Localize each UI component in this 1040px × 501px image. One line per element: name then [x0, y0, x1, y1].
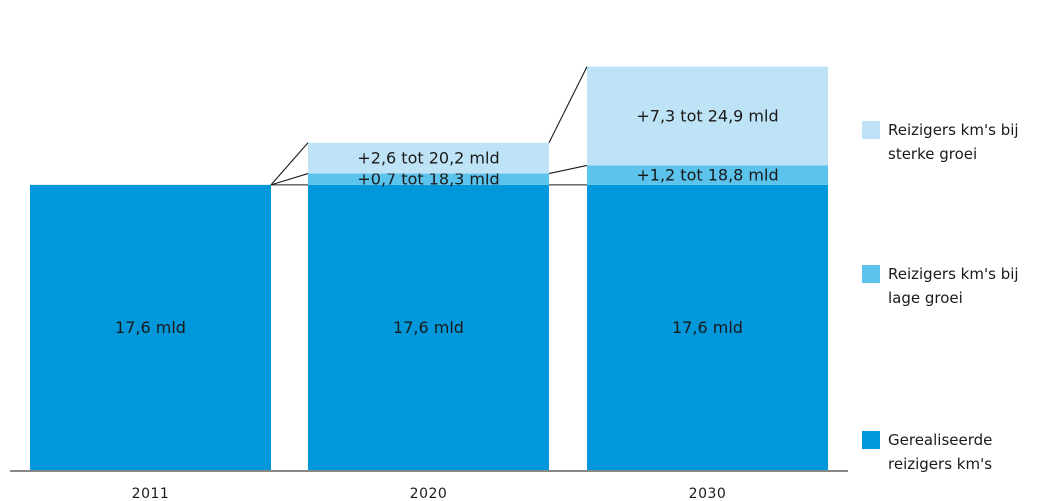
connector-2020-2030-low — [548, 164, 588, 175]
bar-2020-realized — [308, 184, 549, 470]
bar-2030-realized — [587, 184, 828, 470]
data-label-2020-low-growth: +0,7 tot 18,3 mld — [357, 170, 499, 189]
connector-2011-2020-low — [270, 173, 309, 186]
data-label-2011-realized: 17,6 mld — [115, 318, 186, 337]
legend-swatch-high-growth — [862, 121, 880, 139]
legend-label-high-growth: Reizigers km's bij sterke groei — [888, 121, 1019, 163]
bar-2020-high-growth — [308, 142, 549, 174]
legend-item-realized: Gerealiseerde reizigers km's — [862, 428, 1038, 476]
connector-2020-2030-high — [548, 66, 588, 144]
legend-item-high-growth: Reizigers km's bij sterke groei — [862, 118, 1038, 166]
data-label-2020-high-growth: +2,6 tot 20,2 mld — [357, 149, 499, 168]
data-label-2020-realized: 17,6 mld — [393, 318, 464, 337]
legend-swatch-realized — [862, 431, 880, 449]
connector-2011-2020-high — [270, 142, 309, 186]
x-tick-label-2011: 2011 — [132, 486, 170, 501]
x-tick-label-2030: 2030 — [689, 486, 727, 501]
bar-2011-realized — [30, 184, 271, 470]
legend: Reizigers km's bij sterke groei Reiziger… — [862, 0, 1040, 501]
legend-item-low-growth: Reizigers km's bij lage groei — [862, 262, 1038, 310]
bar-2020-low-growth — [308, 173, 549, 185]
x-tick-label-2020: 2020 — [410, 486, 448, 501]
bar-2030-high-growth — [587, 66, 828, 166]
stacked-bar-chart: 17,6 mld 2011 17,6 mld +0,7 tot 18,3 mld +2,… — [10, 66, 848, 501]
bar-2030-low-growth — [587, 165, 828, 185]
data-label-2030-realized: 17,6 mld — [672, 318, 743, 337]
legend-label-realized: Gerealiseerde reizigers km's — [888, 431, 993, 473]
legend-label-low-growth: Reizigers km's bij lage groei — [888, 265, 1019, 307]
data-label-2030-high-growth: +7,3 tot 24,9 mld — [636, 107, 778, 126]
legend-swatch-low-growth — [862, 265, 880, 283]
data-label-2030-low-growth: +1,2 tot 18,8 mld — [636, 166, 778, 185]
